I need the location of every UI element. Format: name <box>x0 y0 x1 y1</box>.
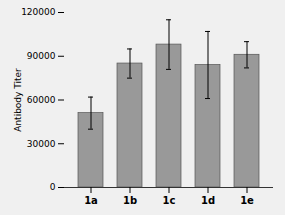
svg-text:90000: 90000 <box>27 51 56 61</box>
svg-text:1e: 1e <box>240 195 254 206</box>
svg-text:30000: 30000 <box>27 139 56 149</box>
svg-text:1d: 1d <box>201 195 215 206</box>
svg-text:1c: 1c <box>163 195 176 206</box>
svg-text:1b: 1b <box>123 195 137 206</box>
svg-text:60000: 60000 <box>27 95 56 105</box>
svg-text:120000: 120000 <box>21 7 56 17</box>
svg-text:0: 0 <box>50 182 56 192</box>
svg-text:Antibody Titer: Antibody Titer <box>13 68 23 132</box>
svg-text:1a: 1a <box>84 195 98 206</box>
